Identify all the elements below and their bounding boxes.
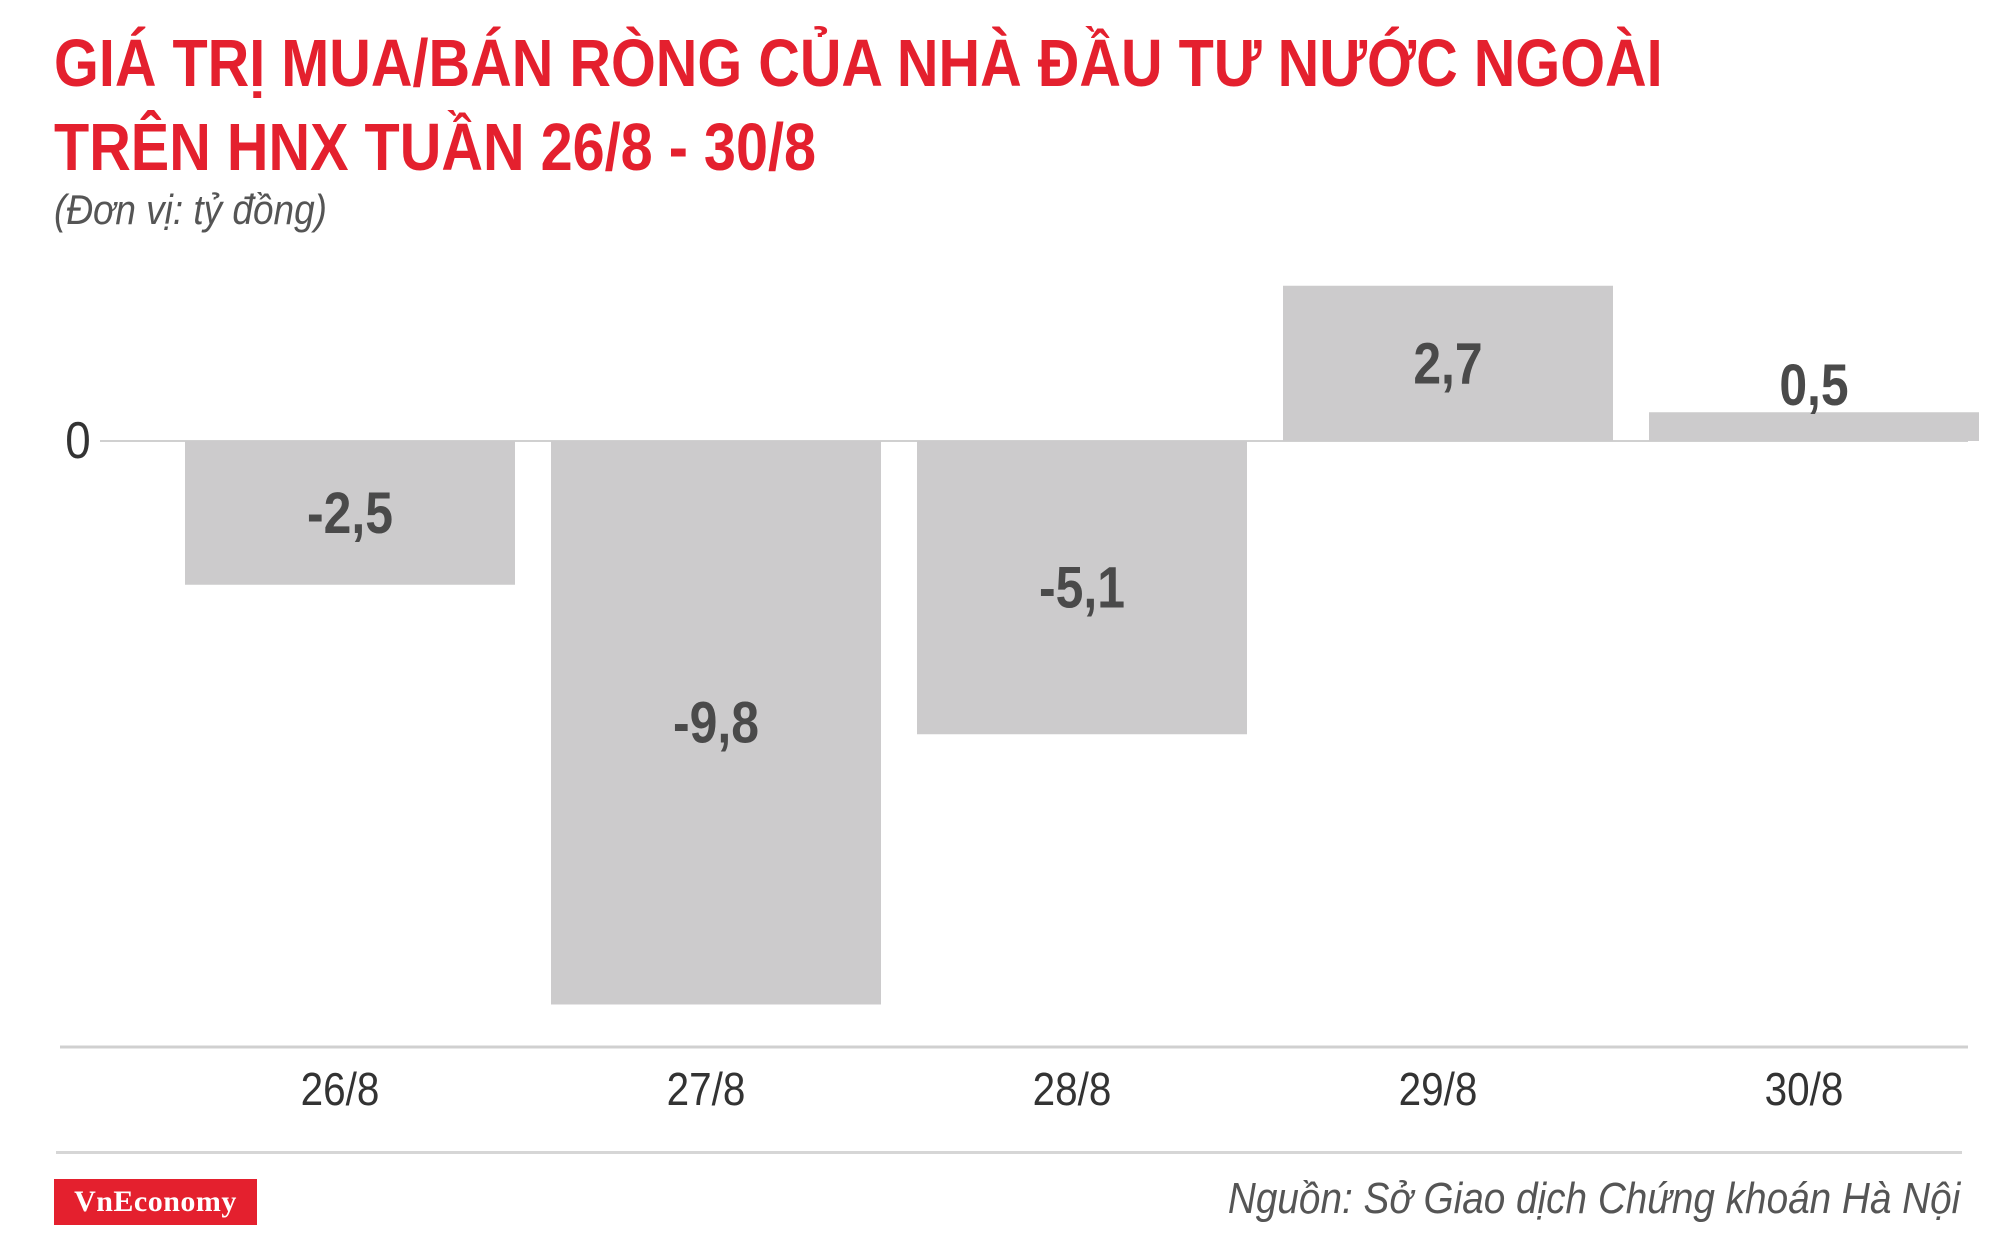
chart-title-line-1: GIÁ TRỊ MUA/BÁN RÒNG CỦA NHÀ ĐẦU TƯ NƯỚC… [54,26,1663,101]
bar-26-8 [185,441,515,585]
value-label-26-8: -2,5 [307,481,393,545]
bar-30-8 [1649,412,1979,441]
bar-28-8 [917,441,1247,735]
source-note: Nguồn: Sở Giao dịch Chứng khoán Hà Nội [1227,1174,1960,1223]
value-label-28-8: -5,1 [1039,556,1125,620]
chart-title-line-2: TRÊN HNX TUẦN 26/8 - 30/8 [54,110,817,185]
category-label-26-8: 26/8 [301,1065,380,1116]
category-label-30-8: 30/8 [1765,1065,1844,1116]
category-label-29-8: 29/8 [1399,1065,1478,1116]
unit-label: (Đơn vị: tỷ đồng) [54,186,327,233]
zero-tick-label: 0 [65,412,90,469]
vneconomy-logo: VnEconomy [54,1179,257,1225]
category-label-28-8: 28/8 [1033,1065,1112,1116]
value-label-27-8: -9,8 [673,691,759,755]
bar-27-8 [551,441,881,1005]
chart-title: GIÁ TRỊ MUA/BÁN RÒNG CỦA NHÀ ĐẦU TƯ NƯỚC… [54,22,1688,190]
value-label-29-8: 2,7 [1413,332,1482,396]
bar-29-8 [1283,285,1613,441]
value-label-30-8: 0,5 [1779,354,1848,418]
footer-divider [56,1151,1962,1154]
category-label-27-8: 27/8 [667,1065,746,1116]
